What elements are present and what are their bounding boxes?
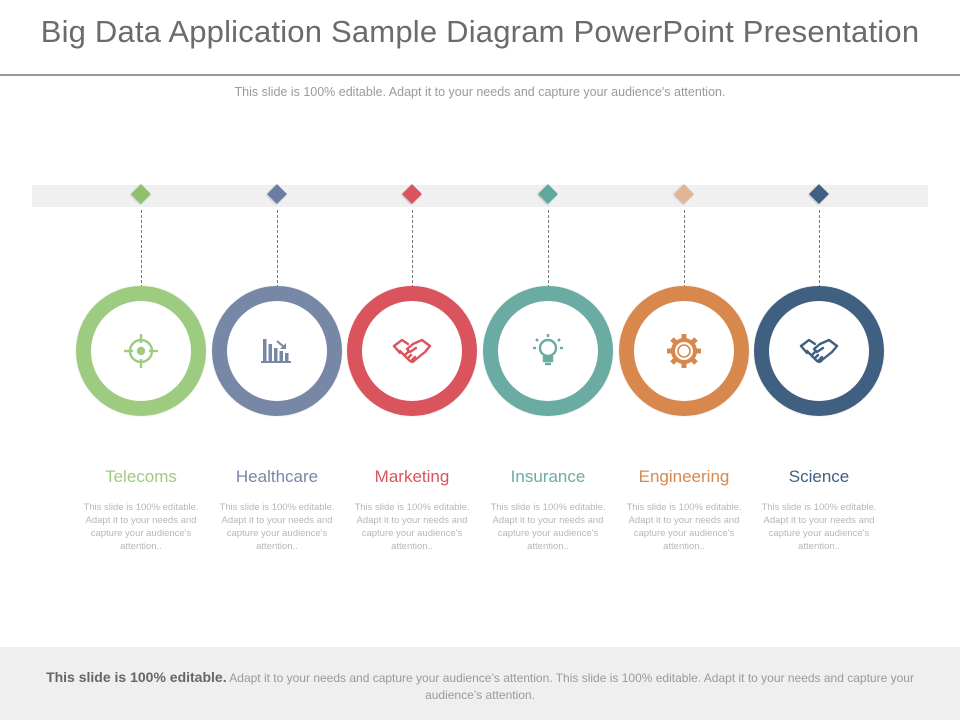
item-label: Marketing — [374, 467, 450, 486]
footer-body-text: Adapt it to your needs and capture your … — [226, 671, 914, 702]
dashed-connector — [819, 210, 820, 288]
timeline-marker — [538, 184, 558, 204]
icon-ring — [347, 286, 477, 416]
slide-subtitle: This slide is 100% editable. Adapt it to… — [234, 85, 726, 99]
item-description: This slide is 100% editable. Adapt it to… — [219, 502, 335, 552]
icon-ring — [619, 286, 749, 416]
application-item-marketing: Marketing This slide is 100% editable. A… — [342, 0, 482, 720]
item-description: This slide is 100% editable. Adapt it to… — [354, 502, 470, 552]
slide-title: Big Data Application Sample Diagram Powe… — [40, 14, 920, 49]
title-divider — [0, 74, 960, 76]
icon-ring — [483, 286, 613, 416]
timeline-marker — [267, 184, 287, 204]
item-label: Telecoms — [105, 467, 177, 486]
timeline-band — [32, 185, 928, 207]
icon-ring — [212, 286, 342, 416]
application-item-engineering: Engineering This slide is 100% editable.… — [614, 0, 754, 720]
item-description: This slide is 100% editable. Adapt it to… — [490, 502, 606, 552]
timeline-marker — [674, 184, 694, 204]
item-description: This slide is 100% editable. Adapt it to… — [83, 502, 199, 552]
dashed-connector — [412, 210, 413, 288]
dashed-connector — [141, 210, 142, 288]
application-item-telecoms: Telecoms This slide is 100% editable. Ad… — [71, 0, 211, 720]
item-label: Insurance — [510, 467, 586, 486]
icon-ring — [754, 286, 884, 416]
footer-text: This slide is 100% editable. Adapt it to… — [32, 669, 928, 704]
footer-bar — [0, 647, 960, 720]
footer-bold-text: This slide is 100% editable. — [46, 669, 227, 685]
timeline-marker — [809, 184, 829, 204]
dashed-connector — [684, 210, 685, 288]
item-label: Healthcare — [235, 467, 319, 486]
application-item-science: Science This slide is 100% editable. Ada… — [749, 0, 889, 720]
item-description: This slide is 100% editable. Adapt it to… — [761, 502, 877, 552]
application-item-insurance: Insurance This slide is 100% editable. A… — [478, 0, 618, 720]
timeline-marker — [131, 184, 151, 204]
application-item-healthcare: Healthcare This slide is 100% editable. … — [207, 0, 347, 720]
icon-ring — [76, 286, 206, 416]
dashed-connector — [548, 210, 549, 288]
item-description: This slide is 100% editable. Adapt it to… — [626, 502, 742, 552]
item-label: Science — [788, 467, 850, 486]
timeline-marker — [402, 184, 422, 204]
dashed-connector — [277, 210, 278, 288]
item-label: Engineering — [638, 467, 730, 486]
